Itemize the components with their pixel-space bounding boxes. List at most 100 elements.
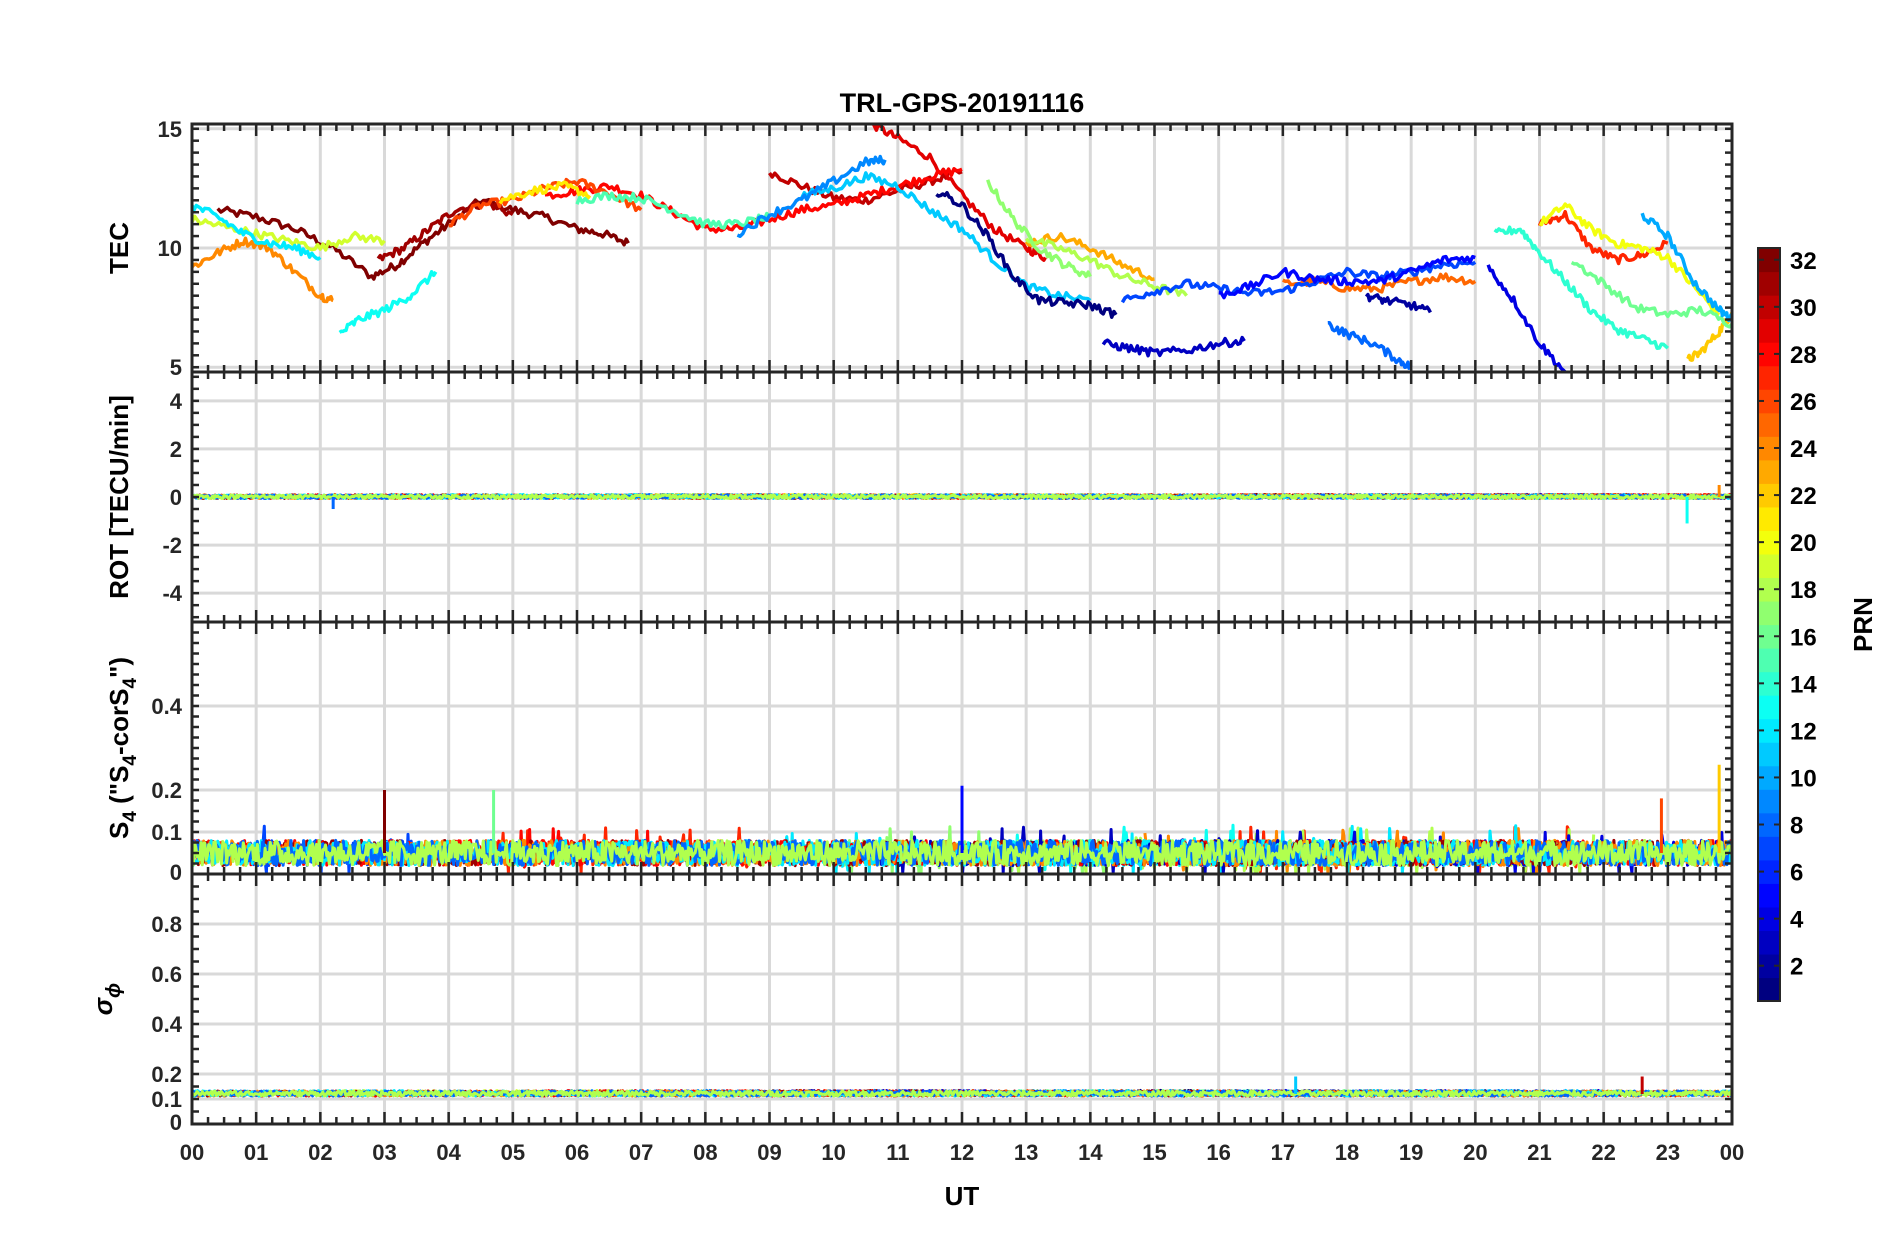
tec-series-prn-3 <box>1101 335 1246 358</box>
colorbar-tick-label: 6 <box>1790 860 1803 887</box>
colorbar-cell-prn-3 <box>1758 930 1780 955</box>
tec-series-prn-10 <box>1640 212 1732 323</box>
colorbar-tick-label: 30 <box>1790 295 1817 322</box>
colorbar-tick-label: 16 <box>1790 624 1817 651</box>
x-tick-label: 06 <box>565 1140 589 1165</box>
trace-prn-18 <box>192 1089 1732 1098</box>
y-tick-label: 0 <box>170 860 182 885</box>
x-tick-labels: 00 01 02 03 04 05 06 07 08 09 10 11 12 13 14 15 16 17 18 19… <box>180 1140 1744 1165</box>
colorbar-cell-prn-22 <box>1758 483 1780 508</box>
colorbar-cell-prn-15 <box>1758 648 1780 673</box>
colorbar-tick-label: 4 <box>1790 907 1804 934</box>
colorbar-cell-prn-13 <box>1758 695 1780 720</box>
tec-series-prn-2 <box>1364 292 1432 314</box>
colorbar-frame <box>1757 247 1781 1002</box>
x-tick-label: 22 <box>1591 1140 1615 1165</box>
y-tick-label: 0 <box>170 485 182 510</box>
series-tec <box>192 124 1732 372</box>
colorbar-cell-prn-26 <box>1758 389 1780 414</box>
colorbar-cell-prn-5 <box>1758 883 1780 908</box>
series-rot <box>192 484 1732 524</box>
label-part: -corS <box>104 689 134 755</box>
tec-series-prn-4 <box>1486 264 1567 372</box>
colorbar-cell-prn-23 <box>1758 459 1780 484</box>
label-part: σ <box>88 996 118 1015</box>
tec-series-prn-22 <box>1686 311 1732 362</box>
colorbar-tick-label: 28 <box>1790 342 1817 369</box>
x-tick-label: 20 <box>1463 1140 1487 1165</box>
y-tick-label: 2 <box>170 437 182 462</box>
tec-series-prn-9 <box>736 154 887 238</box>
y-tick-label: 0.2 <box>151 778 182 803</box>
colorbar-tick-label: 12 <box>1790 718 1817 745</box>
colorbar-cell-prn-32 <box>1758 248 1780 273</box>
x-tick-label: 07 <box>629 1140 653 1165</box>
label-part: ") <box>104 657 134 678</box>
tec-series-prn-32 <box>216 197 630 281</box>
panel-sigma_phi: 00.10.2 0.4 0.6 0.8 σϕ <box>88 872 1734 1135</box>
x-tick-label: 00 <box>180 1140 204 1165</box>
y-tick-label: 0.6 <box>151 962 182 987</box>
tec-series-prn-25 <box>1282 272 1477 294</box>
colorbar-cell-prn-9 <box>1758 789 1780 814</box>
colorbar-cell-prn-29 <box>1758 318 1780 343</box>
x-tick-label: 14 <box>1078 1140 1103 1165</box>
colorbar-cell-prn-11 <box>1758 742 1780 767</box>
y-tick-label: -4 <box>162 581 182 606</box>
label-subscript: 4 <box>120 678 141 689</box>
tec-series-prn-16 <box>1570 261 1732 329</box>
x-tick-label: 12 <box>950 1140 974 1165</box>
x-tick-label: 09 <box>757 1140 781 1165</box>
label-part: ("S <box>104 766 134 812</box>
tec-series-prn-20 <box>1538 202 1721 317</box>
tec-series-prn-19 <box>192 214 386 252</box>
colorbar-tick-label: 20 <box>1790 530 1817 557</box>
x-tick-label: 02 <box>308 1140 332 1165</box>
colorbar-cell-prn-1 <box>1758 977 1780 1002</box>
tec-series-prn-23 <box>1024 232 1155 282</box>
y-tick-label: 0.4 <box>151 694 182 719</box>
grid-sigma_phi <box>192 874 1732 1124</box>
x-tick-label: 17 <box>1271 1140 1295 1165</box>
label-subscript: 4 <box>120 811 141 822</box>
colorbar-cell-prn-14 <box>1758 671 1780 696</box>
tec-series-prn-14 <box>1493 225 1669 350</box>
colorbar-tick-label: 2 <box>1790 954 1803 981</box>
y-axis-label-sigma_phi: σϕ <box>88 983 125 1015</box>
tec-series-prn-1 <box>935 190 1118 319</box>
label-part: S <box>104 822 134 839</box>
label-subscript: 4 <box>120 755 141 766</box>
x-axis-label: UT <box>945 1181 980 1211</box>
tec-series-prn-21 <box>498 180 592 205</box>
y-tick-label: 0 <box>170 1110 182 1135</box>
tec-series-prn-27 <box>1537 209 1669 266</box>
y-tick-label: 0.4 <box>151 1012 182 1037</box>
colorbar-tick-label: 10 <box>1790 765 1817 792</box>
tec-series-prn-12 <box>192 203 322 261</box>
trace-prn-18 <box>192 493 1732 500</box>
colorbar-cell-prn-10 <box>1758 765 1780 790</box>
tec-series-prn-11 <box>800 171 1092 302</box>
colorbar-cell-prn-20 <box>1758 530 1780 555</box>
series-sigma_phi <box>192 1076 1732 1098</box>
colorbar-cell-prn-18 <box>1758 577 1780 602</box>
panel-tec: 5 10 15 TEC <box>104 117 1734 380</box>
x-tick-label: 05 <box>501 1140 525 1165</box>
label-subscript: ϕ <box>103 983 125 998</box>
colorbar-cell-prn-4 <box>1758 906 1780 932</box>
tec-series-prn-17 <box>986 179 1092 279</box>
tec-series-prn-8 <box>1327 320 1413 370</box>
y-tick-label: 10 <box>158 236 182 261</box>
y-axis-label-tec: TEC <box>104 222 134 274</box>
y-axis-label-s4: S4​ ("S4​-corS4​") <box>104 657 141 839</box>
x-tick-label: 13 <box>1014 1140 1038 1165</box>
colorbar-tick-label: 24 <box>1790 436 1817 463</box>
tec-series-prn-24 <box>192 236 334 304</box>
colorbar-cell-prn-7 <box>1758 836 1780 861</box>
y-tick-label: -2 <box>162 533 182 558</box>
chart-title: TRL-GPS-20191116 <box>840 88 1085 118</box>
series-s4 <box>192 764 1732 874</box>
trace-prn-18 <box>192 838 1732 868</box>
x-tick-label: 00 <box>1720 1140 1744 1165</box>
